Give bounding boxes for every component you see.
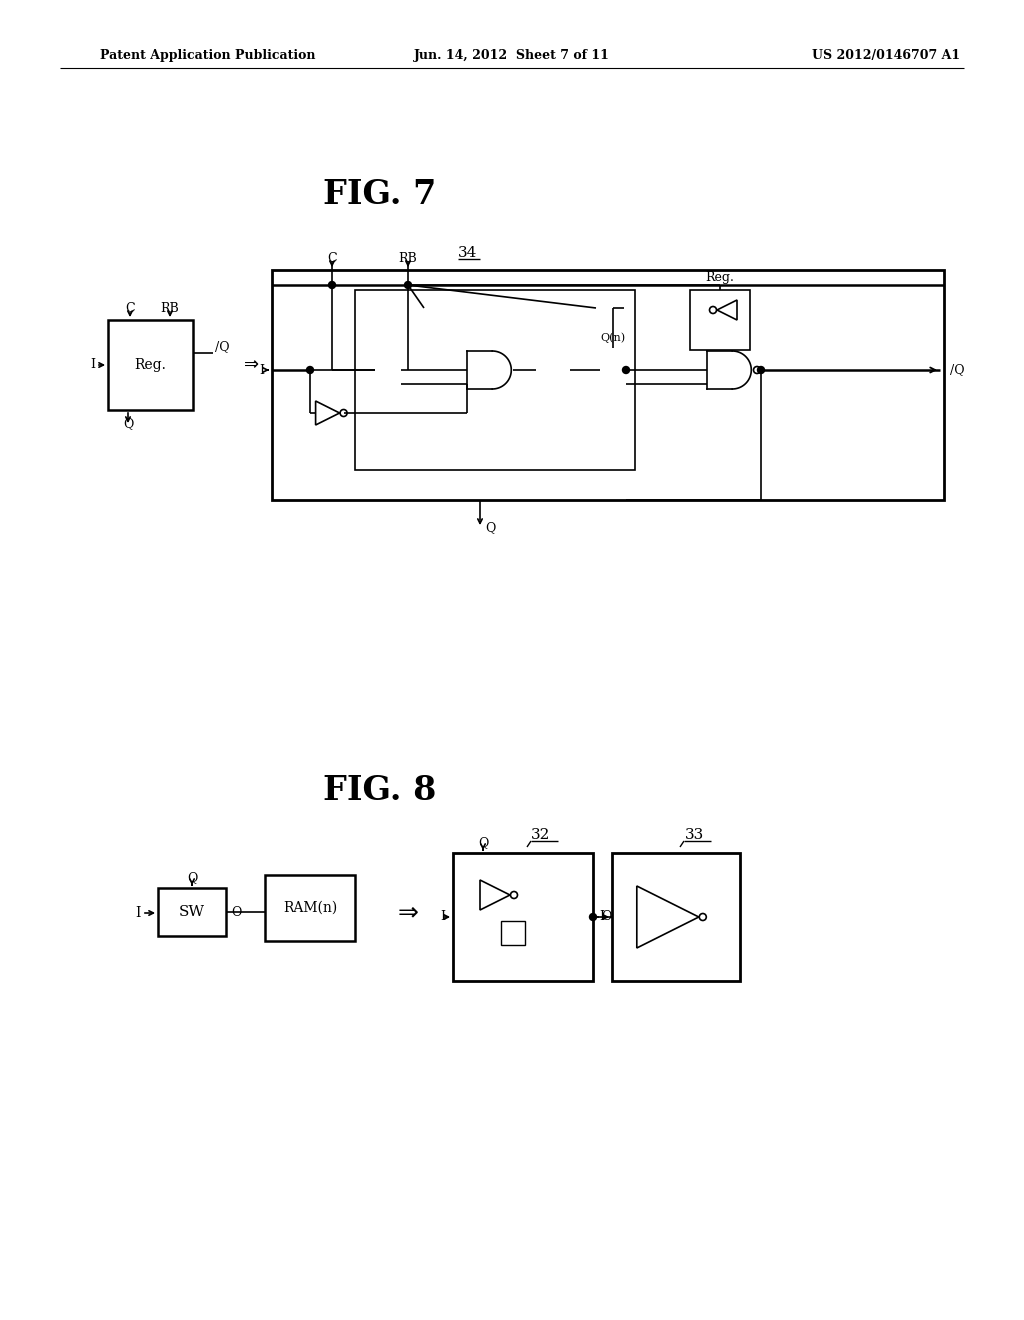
Circle shape [404,281,412,289]
Text: I: I [440,911,445,924]
Text: FIG. 8: FIG. 8 [324,774,436,807]
Text: C: C [125,301,135,314]
Circle shape [590,913,597,920]
Bar [265,875,355,941]
Text: O: O [601,911,611,924]
Circle shape [329,281,336,289]
Text: RB: RB [398,252,418,264]
Bar [375,348,401,392]
Text: FIG. 7: FIG. 7 [324,178,436,211]
Text: 34: 34 [459,246,477,260]
Text: SW: SW [179,906,205,919]
Bar [355,290,635,470]
Bar [501,921,525,945]
Text: I: I [90,359,95,371]
Text: Q: Q [478,837,488,850]
Text: RAM(n): RAM(n) [283,902,337,915]
Text: Q: Q [186,871,198,884]
Bar [108,319,193,411]
Circle shape [623,367,630,374]
Text: Jun. 14, 2012  Sheet 7 of 11: Jun. 14, 2012 Sheet 7 of 11 [414,49,610,62]
Bar [600,348,626,392]
Text: I: I [135,906,140,920]
Text: Q(n): Q(n) [600,333,626,343]
Text: I: I [599,911,604,924]
Text: US 2012/0146707 A1: US 2012/0146707 A1 [812,49,961,62]
Bar [158,888,226,936]
Text: ⇒: ⇒ [245,356,259,374]
Text: Q: Q [123,417,133,430]
Text: Patent Application Publication: Patent Application Publication [100,49,315,62]
Text: I: I [259,363,264,376]
Text: Reg.: Reg. [706,272,734,285]
Bar [690,290,750,350]
Text: C: C [328,252,337,264]
Bar [612,853,740,981]
Text: ⇒: ⇒ [397,900,419,924]
Text: /Q: /Q [950,363,965,376]
Bar [453,853,593,981]
Text: RB: RB [161,301,179,314]
Text: Q: Q [484,521,496,535]
Circle shape [758,367,765,374]
Circle shape [397,374,404,380]
Text: /Q: /Q [215,341,229,354]
Bar [272,271,944,500]
Circle shape [306,367,313,374]
Text: 33: 33 [684,828,703,842]
Text: 32: 32 [531,828,551,842]
Text: Reg.: Reg. [134,358,167,372]
Text: O: O [230,906,242,919]
